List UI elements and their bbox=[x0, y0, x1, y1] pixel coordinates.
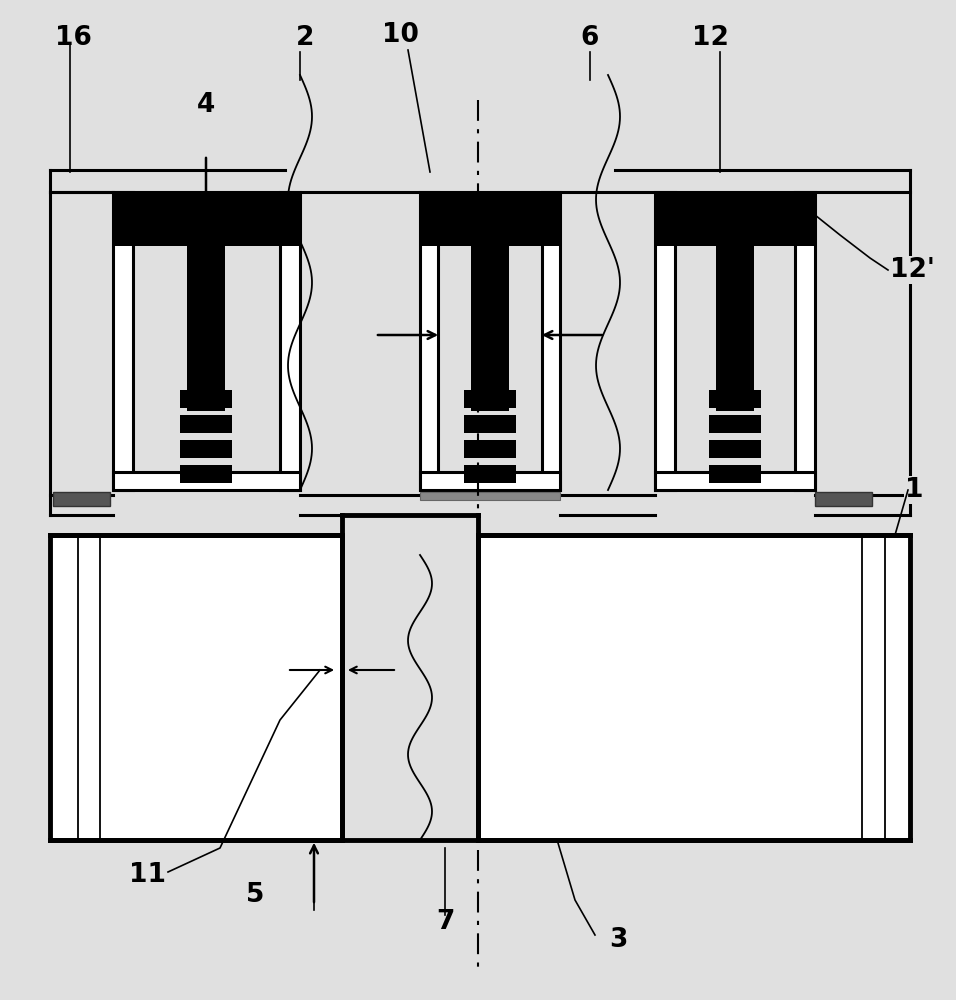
Bar bbox=[180, 465, 232, 483]
Text: 12': 12' bbox=[890, 257, 935, 283]
Text: 10: 10 bbox=[381, 22, 419, 48]
Bar bbox=[716, 246, 754, 411]
Bar bbox=[478, 535, 910, 840]
Bar bbox=[420, 192, 438, 490]
Bar bbox=[464, 440, 516, 458]
Bar bbox=[53, 492, 110, 506]
Bar bbox=[280, 192, 300, 490]
Bar bbox=[420, 472, 560, 490]
Bar bbox=[655, 472, 815, 490]
Bar bbox=[655, 192, 675, 490]
Bar bbox=[656, 194, 814, 246]
Text: 2: 2 bbox=[295, 25, 315, 51]
Text: 5: 5 bbox=[246, 882, 264, 908]
Bar bbox=[709, 415, 761, 433]
Bar bbox=[464, 465, 516, 483]
Bar bbox=[471, 246, 509, 411]
Bar bbox=[464, 415, 516, 433]
Text: 1: 1 bbox=[905, 477, 923, 503]
Text: 12: 12 bbox=[691, 25, 728, 51]
Text: 4: 4 bbox=[197, 92, 215, 118]
Bar bbox=[113, 192, 133, 490]
Bar bbox=[113, 472, 300, 490]
Bar bbox=[421, 194, 559, 246]
Bar bbox=[709, 465, 761, 483]
Bar bbox=[180, 440, 232, 458]
Bar bbox=[114, 194, 299, 246]
Bar bbox=[180, 415, 232, 433]
Bar bbox=[420, 492, 560, 500]
Bar bbox=[709, 390, 761, 408]
Bar bbox=[795, 192, 815, 490]
Text: 6: 6 bbox=[581, 25, 599, 51]
Bar bbox=[542, 192, 560, 490]
Text: 7: 7 bbox=[436, 909, 454, 935]
Bar bbox=[464, 390, 516, 408]
Bar bbox=[180, 390, 232, 408]
Text: 16: 16 bbox=[55, 25, 92, 51]
Text: 11: 11 bbox=[129, 862, 166, 888]
Bar bbox=[709, 440, 761, 458]
Bar bbox=[815, 492, 872, 506]
Bar bbox=[187, 246, 225, 411]
Bar bbox=[50, 535, 342, 840]
Text: 3: 3 bbox=[609, 927, 627, 953]
